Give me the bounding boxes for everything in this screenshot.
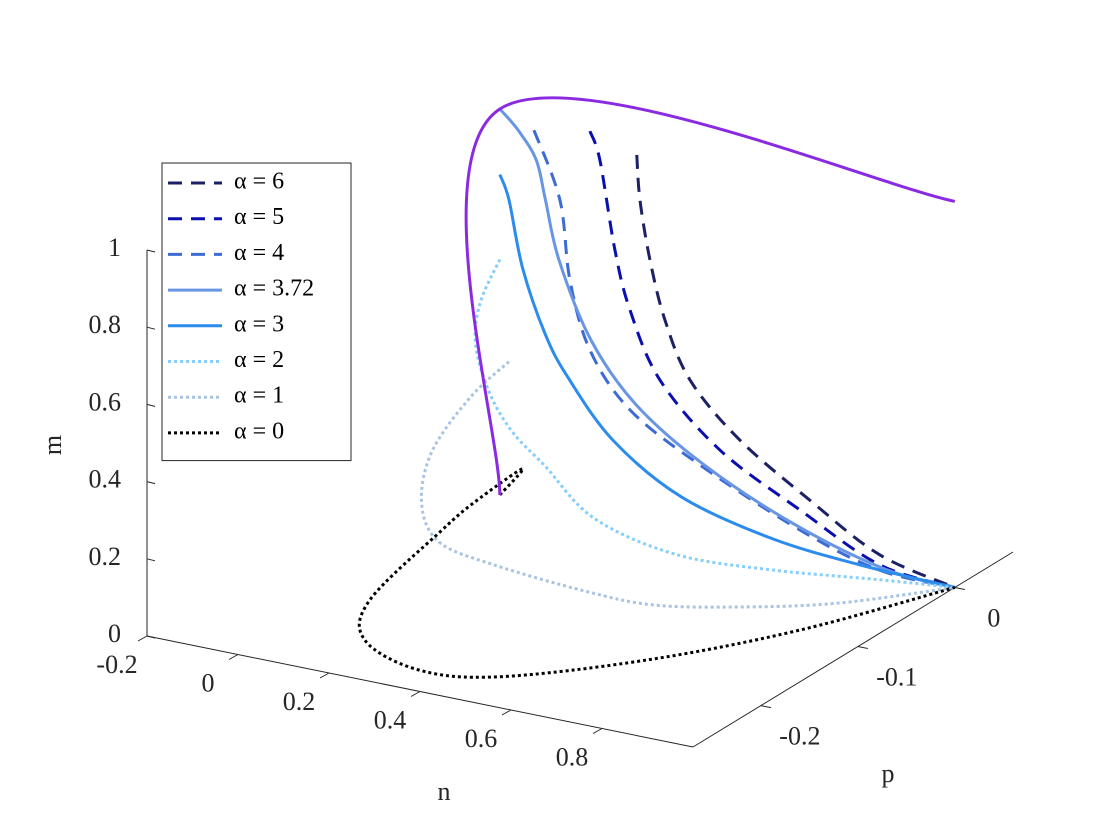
- x-tick: [592, 728, 603, 734]
- x-tick-label: 0.2: [283, 687, 316, 716]
- series-line: [419, 360, 956, 609]
- y-tick: [760, 705, 771, 709]
- z-tick-label: 0.2: [89, 542, 122, 571]
- z-tick: [146, 481, 156, 485]
- series-line: [498, 174, 956, 589]
- x-tick-label: -0.2: [96, 650, 137, 679]
- y-axis-line: [692, 551, 1014, 748]
- y-axis-label: p: [882, 759, 895, 788]
- z-axis-label: m: [38, 435, 67, 455]
- z-tick-label: 1: [108, 233, 121, 262]
- series-line: [464, 96, 956, 495]
- legend-box: [161, 162, 352, 462]
- z-tick-label: 0: [108, 619, 121, 648]
- z-tick: [146, 558, 156, 562]
- z-tick: [146, 326, 156, 330]
- x-tick-label: 0.4: [374, 705, 407, 734]
- x-tick-label: 0.8: [556, 742, 589, 771]
- legend-label: α = 6: [234, 169, 284, 195]
- legend-label: α = 3.72: [234, 276, 314, 302]
- y-tick-label: -0.1: [876, 663, 917, 692]
- series-line: [532, 129, 956, 589]
- x-tick: [319, 672, 330, 679]
- legend-label: α = 5: [234, 204, 284, 230]
- y-tick-label: -0.2: [779, 722, 820, 751]
- legend-label: α = 2: [234, 347, 284, 373]
- z-tick: [146, 635, 156, 639]
- y-tick: [954, 586, 965, 590]
- z-tick-label: 0.6: [89, 387, 122, 416]
- legend-label: α = 4: [234, 240, 284, 266]
- legend-label: α = 1: [234, 383, 284, 409]
- x-tick: [501, 709, 512, 716]
- legend-label: α = 0: [234, 418, 284, 444]
- x-tick: [228, 654, 239, 660]
- y-tick: [857, 646, 868, 650]
- z-tick: [146, 249, 156, 253]
- z-tick: [146, 403, 156, 407]
- x-tick: [410, 691, 421, 697]
- x-axis-label: n: [438, 777, 451, 806]
- series-line: [473, 258, 955, 589]
- z-tick-label: 0.8: [89, 310, 122, 339]
- series-line: [498, 107, 956, 589]
- x-tick: [137, 635, 148, 642]
- series-line: [635, 154, 956, 589]
- z-tick-label: 0.4: [89, 465, 122, 494]
- x-tick-label: 0.6: [465, 724, 498, 753]
- y-tick-label: 0: [987, 603, 1000, 632]
- legend-label: α = 3: [234, 311, 284, 337]
- legend: α = 6 α = 5 α = 4 α = 3.72 α = 3 α = 2 α = 1 α …: [161, 162, 352, 462]
- x-tick-label: 0: [202, 668, 215, 697]
